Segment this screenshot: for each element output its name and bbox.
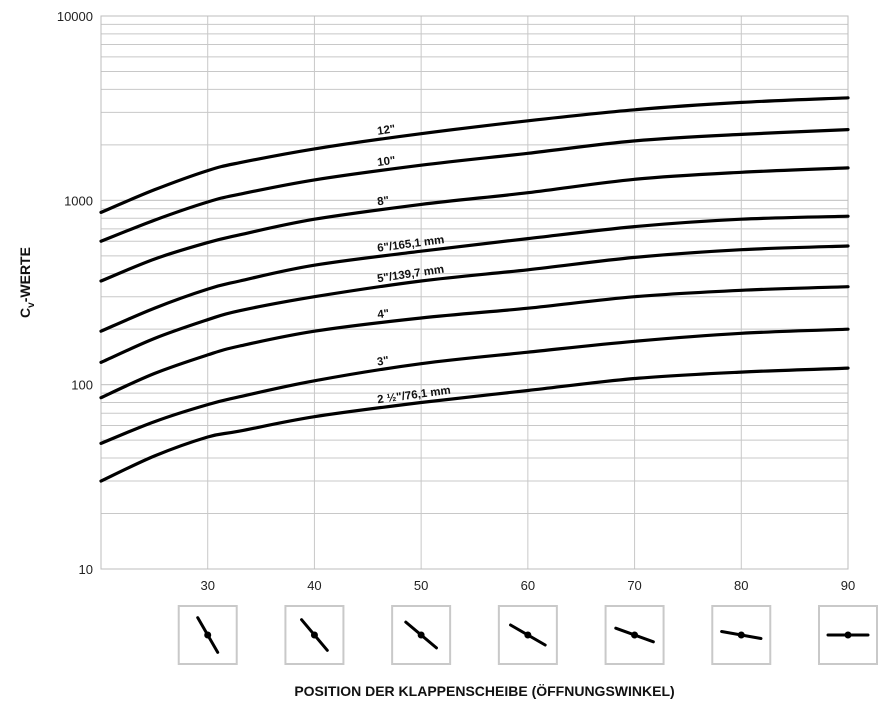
disc-position-icon — [284, 605, 345, 665]
disc-position-icon — [497, 605, 558, 665]
grid — [101, 15, 849, 570]
disc-pivot — [844, 631, 852, 639]
x-axis-title: POSITION DER KLAPPENSCHEIBE (ÖFFNUNGSWIN… — [294, 683, 674, 699]
series-label: 10" — [377, 155, 397, 169]
series-line — [99, 327, 850, 445]
series-group — [99, 96, 850, 483]
disc-pivot — [737, 631, 745, 639]
disc-position-icon — [818, 605, 878, 665]
x-axis-ticks: 30 40 50 60 70 80 90 — [200, 578, 855, 593]
plot-frame — [100, 15, 849, 570]
disc-position-icon — [391, 605, 452, 665]
disc-pivot — [310, 631, 318, 639]
disc-pivot — [631, 631, 639, 639]
x-tick-label: 50 — [414, 578, 428, 593]
series-line — [99, 244, 850, 364]
disc-position-icon — [711, 605, 772, 665]
series-label: 3" — [376, 355, 390, 369]
x-tick-label: 60 — [521, 578, 535, 593]
y-tick-label: 10000 — [57, 9, 93, 24]
x-tick-label: 90 — [841, 578, 855, 593]
series-line — [99, 96, 850, 214]
x-tick-label: 30 — [200, 578, 214, 593]
y-axis-title-subscript: v — [26, 302, 37, 308]
x-tick-label: 40 — [307, 578, 321, 593]
y-tick-label: 100 — [71, 378, 93, 393]
disc-position-icon — [177, 605, 238, 665]
series-line — [99, 128, 850, 243]
disc-pivot — [204, 631, 212, 639]
x-tick-label: 70 — [627, 578, 641, 593]
x-tick-label: 80 — [734, 578, 748, 593]
disc-pivot — [524, 631, 532, 639]
series-label: 4" — [377, 308, 390, 321]
disc-pivot — [417, 631, 425, 639]
y-axis-ticks: 10 100 1000 10000 — [57, 9, 93, 577]
series-line — [99, 366, 850, 483]
series-line — [99, 285, 850, 400]
disc-position-icons — [177, 605, 878, 665]
disc-position-icon — [604, 605, 665, 665]
series-line — [99, 166, 850, 283]
series-label: 12" — [376, 123, 396, 137]
series-line — [99, 214, 850, 333]
series-label: 8" — [377, 195, 390, 209]
y-tick-label: 10 — [79, 562, 93, 577]
y-tick-label: 1000 — [64, 193, 93, 208]
y-axis-title: Cv-WERTE — [17, 247, 37, 318]
